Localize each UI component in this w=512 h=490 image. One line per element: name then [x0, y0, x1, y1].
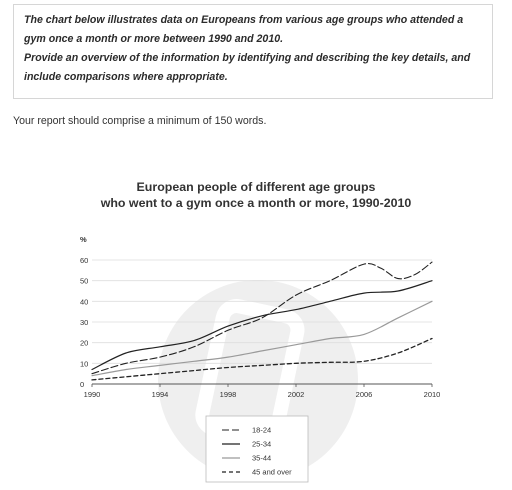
y-tick-label: 50 — [80, 277, 88, 286]
word-count-instruction: Your report should comprise a minimum of… — [13, 115, 267, 127]
x-tick-label: 2006 — [356, 390, 373, 399]
task-line: gym once a month or more between 1990 an… — [24, 33, 284, 45]
legend-entry: 18-24 — [252, 426, 271, 435]
y-tick-label: 10 — [80, 359, 88, 368]
y-tick-label: 40 — [80, 297, 88, 306]
legend: 18-24 25-34 35-44 45 and over — [205, 415, 309, 483]
task-prompt-box: The chart below illustrates data on Euro… — [13, 4, 493, 99]
series-lines — [91, 261, 433, 381]
x-tick-label: 1990 — [84, 390, 101, 399]
x-tick-label: 1994 — [152, 390, 169, 399]
legend-entry: 35-44 — [252, 454, 271, 463]
grid — [92, 259, 432, 364]
task-line: include comparisons where appropriate. — [24, 71, 228, 83]
y-axis-label: % — [80, 235, 87, 244]
line-chart: European people of different age groups … — [0, 150, 512, 485]
series-line-25-34 — [91, 280, 433, 371]
legend-entry: 45 and over — [252, 468, 292, 477]
chart-svg: 0 10 20 30 40 50 60% 1990 1994 1998 2002 2006 2010 1… — [80, 235, 440, 483]
legend-box — [205, 415, 309, 483]
series-line-35-44 — [91, 300, 433, 377]
axes: 0 10 20 30 40 50 60% 1990 1994 1998 2002 2006 2010 — [80, 235, 440, 399]
task-line: Provide an overview of the information b… — [24, 52, 471, 64]
y-tick-label: 30 — [80, 318, 88, 327]
x-tick-label: 2002 — [288, 390, 305, 399]
y-tick-label: 20 — [80, 339, 88, 348]
x-tick-label: 1998 — [220, 390, 237, 399]
series-line-45-and-over — [91, 337, 433, 381]
x-tick-label: 2010 — [424, 390, 441, 399]
y-tick-label: 60 — [80, 256, 88, 265]
chart-title-line-1: European people of different age groups — [136, 180, 376, 194]
chart-title-line-2: who went to a gym once a month or more, … — [100, 196, 412, 210]
series-line-18-24 — [91, 261, 433, 375]
y-tick-label: 0 — [80, 380, 84, 389]
legend-entry: 25-34 — [252, 440, 271, 449]
task-line: The chart below illustrates data on Euro… — [24, 14, 464, 26]
